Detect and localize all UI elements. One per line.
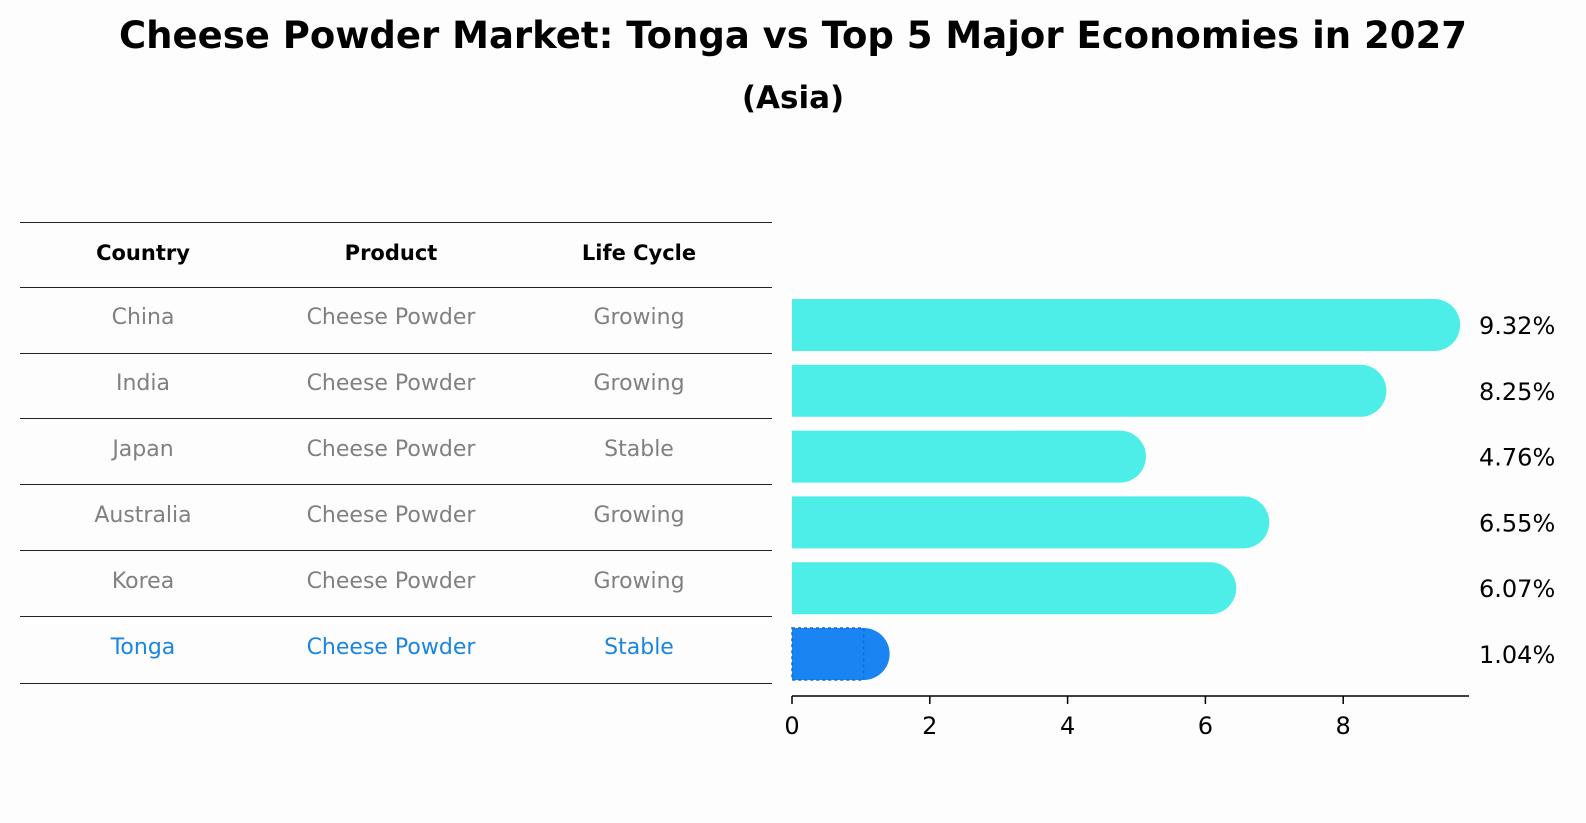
- value-label: 6.07%: [1479, 575, 1555, 603]
- cell-life-cycle: Growing: [593, 305, 685, 330]
- bar: [792, 299, 1461, 351]
- x-tick-label: 4: [1060, 712, 1075, 740]
- table-rule: [20, 418, 772, 419]
- value-label: 4.76%: [1479, 444, 1555, 472]
- cell-life-cycle: Growing: [593, 503, 685, 528]
- x-tick-label: 8: [1336, 712, 1351, 740]
- value-label: 9.32%: [1479, 312, 1555, 340]
- bar: [792, 562, 1237, 615]
- value-label: 1.04%: [1479, 641, 1555, 669]
- table-rule: [20, 616, 772, 617]
- cell-life-cycle: Stable: [604, 635, 674, 660]
- bar-outline: [791, 627, 865, 681]
- cell-country: Tonga: [110, 635, 176, 660]
- header-life-cycle: Life Cycle: [581, 241, 697, 265]
- table-rule: [20, 683, 772, 684]
- cell-product: Cheese Powder: [306, 503, 476, 528]
- cell-product: Cheese Powder: [306, 569, 476, 594]
- cell-life-cycle: Growing: [593, 371, 685, 396]
- bar-highlight: [792, 628, 890, 680]
- bar: [792, 496, 1270, 549]
- cell-product: Cheese Powder: [306, 635, 476, 660]
- bar: [792, 430, 1146, 483]
- cell-country: Australia: [94, 503, 192, 528]
- header-country: Country: [96, 241, 190, 265]
- chart-title: Cheese Powder Market: Tonga vs Top 5 Maj…: [119, 14, 1467, 57]
- cell-country: Korea: [111, 569, 175, 594]
- cell-country: China: [111, 305, 175, 330]
- value-label: 6.55%: [1479, 509, 1555, 537]
- cell-product: Cheese Powder: [306, 305, 476, 330]
- cell-life-cycle: Stable: [604, 437, 674, 462]
- table-rule: [20, 287, 772, 288]
- header-product: Product: [344, 241, 438, 265]
- value-label: 8.25%: [1479, 378, 1555, 406]
- cell-country: India: [116, 371, 170, 396]
- cell-product: Cheese Powder: [306, 371, 476, 396]
- bar: [792, 364, 1387, 417]
- x-tick-label: 0: [784, 712, 799, 740]
- cell-product: Cheese Powder: [306, 437, 476, 462]
- x-tick-label: 2: [922, 712, 937, 740]
- table-rule: [20, 484, 772, 485]
- x-tick-label: 6: [1198, 712, 1213, 740]
- chart-subtitle: (Asia): [741, 80, 845, 116]
- table-rule: [20, 550, 772, 551]
- cell-country: Japan: [112, 437, 174, 462]
- table-rule: [20, 353, 772, 354]
- table-rule: [20, 222, 772, 223]
- cell-life-cycle: Growing: [593, 569, 685, 594]
